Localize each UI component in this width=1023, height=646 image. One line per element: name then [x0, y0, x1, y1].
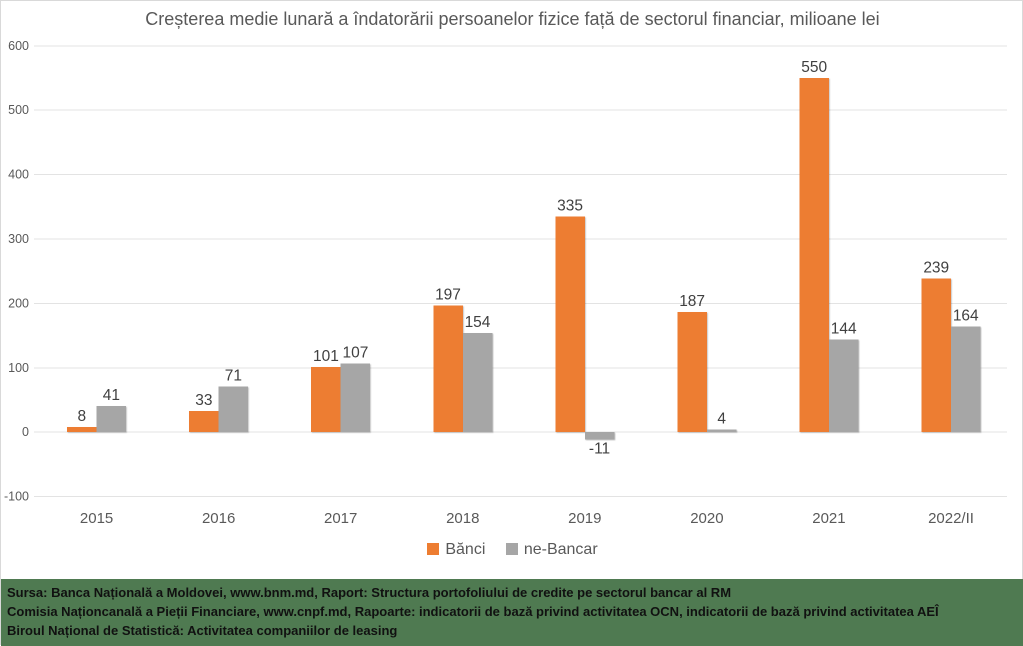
svg-text:2018: 2018 — [446, 510, 479, 527]
svg-text:2022/II: 2022/II — [928, 510, 974, 527]
svg-text:400: 400 — [8, 168, 29, 182]
svg-text:101: 101 — [313, 348, 339, 365]
svg-text:187: 187 — [679, 293, 705, 310]
svg-text:239: 239 — [923, 259, 949, 276]
svg-text:100: 100 — [8, 361, 29, 375]
svg-text:8: 8 — [78, 408, 87, 425]
svg-text:500: 500 — [8, 103, 29, 117]
svg-text:300: 300 — [8, 232, 29, 246]
svg-text:144: 144 — [831, 320, 857, 337]
svg-text:197: 197 — [435, 286, 461, 303]
svg-text:550: 550 — [801, 59, 827, 76]
svg-text:-100: -100 — [4, 490, 29, 504]
svg-text:33: 33 — [195, 392, 212, 409]
svg-text:2015: 2015 — [80, 510, 113, 527]
svg-text:154: 154 — [465, 314, 491, 331]
svg-text:4: 4 — [717, 411, 726, 428]
svg-text:2020: 2020 — [690, 510, 723, 527]
svg-text:200: 200 — [8, 296, 29, 310]
svg-text:335: 335 — [557, 197, 583, 214]
svg-text:41: 41 — [103, 387, 120, 404]
svg-text:2016: 2016 — [202, 510, 235, 527]
svg-text:2021: 2021 — [812, 510, 845, 527]
svg-text:600: 600 — [8, 39, 29, 53]
svg-text:164: 164 — [953, 308, 979, 325]
svg-text:2017: 2017 — [324, 510, 357, 527]
svg-text:0: 0 — [22, 425, 29, 439]
svg-text:107: 107 — [343, 344, 369, 361]
svg-text:-11: -11 — [589, 440, 610, 457]
svg-text:2019: 2019 — [568, 510, 601, 527]
svg-text:71: 71 — [225, 367, 242, 384]
